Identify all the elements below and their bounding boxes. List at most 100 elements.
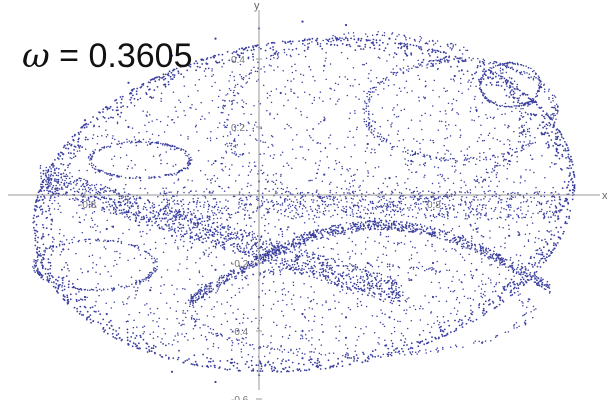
cloud-point [105,201,107,203]
cloud-point [126,204,129,207]
cloud-point [446,149,448,152]
cloud-point [353,358,356,360]
cloud-point [317,224,320,227]
cloud-point [184,114,186,117]
cloud-point [301,269,303,271]
cloud-point [482,252,484,254]
cloud-point [397,299,400,302]
cloud-point [469,319,472,322]
cloud-point [337,362,339,365]
cloud-point [122,303,125,306]
cloud-point [259,238,262,241]
cloud-point [429,331,431,334]
cloud-point [438,300,440,302]
cloud-point [128,228,130,231]
cloud-point [427,53,430,55]
cloud-point [379,125,382,128]
cloud-point [363,284,366,287]
cloud-point [204,75,207,77]
cloud-point [218,367,221,369]
cloud-point [327,166,330,169]
cloud-point [290,126,292,129]
cloud-point [72,139,75,142]
cloud-point [546,253,548,256]
cloud-point [136,326,138,328]
cloud-point [322,100,324,102]
cloud-point [300,114,303,116]
cloud-point [311,363,314,366]
cloud-point [200,334,203,337]
cloud-point [573,174,576,177]
cloud-point [174,217,177,219]
cloud-point [363,90,365,93]
cloud-point [78,188,80,190]
cloud-point [281,259,283,262]
cloud-point [416,140,418,142]
cloud-point [157,141,159,143]
cloud-point [253,232,255,235]
cloud-point [163,190,166,192]
cloud-point [444,110,447,112]
cloud-point [51,191,54,194]
cloud-point [400,42,403,45]
cloud-point [370,151,372,154]
cloud-point [541,257,544,260]
cloud-point [417,345,420,348]
cloud-point [226,142,228,145]
cloud-point [205,188,208,190]
cloud-point [199,222,202,224]
cloud-point [340,187,343,190]
cloud-point [407,70,410,72]
cloud-point [517,99,520,102]
cloud-point [495,176,498,178]
cloud-point [185,154,187,157]
cloud-point [390,332,393,335]
cloud-point [265,44,268,46]
cloud-point [320,364,322,367]
cloud-point [121,211,123,214]
cloud-point [135,202,137,205]
cloud-point [541,155,543,157]
cloud-point [163,237,166,240]
cloud-point [233,237,235,239]
cloud-point [260,235,263,237]
cloud-point [472,320,474,323]
cloud-point [123,211,125,213]
cloud-point [142,110,144,112]
cloud-point [172,165,174,167]
cloud-point [68,280,70,283]
cloud-point [430,326,433,328]
cloud-point [256,44,258,47]
cloud-point [494,127,496,129]
cloud-point [330,264,332,267]
cloud-point [566,167,569,169]
cloud-point [437,129,440,131]
cloud-point [520,281,523,283]
cloud-point [451,103,453,105]
cloud-point [211,85,213,88]
cloud-point [128,296,130,298]
cloud-point [308,180,310,182]
cloud-point [536,191,538,193]
cloud-point [377,265,380,268]
cloud-point [217,206,220,208]
cloud-point [521,276,524,279]
cloud-point [452,290,454,293]
cloud-point [195,293,198,296]
cloud-point [397,46,400,49]
cloud-point [395,289,398,292]
cloud-point [375,282,378,285]
cloud-point [402,335,405,337]
cloud-point [269,363,271,366]
cloud-point [168,227,171,229]
cloud-point [165,344,167,347]
cloud-point [500,217,502,219]
cloud-point [100,184,102,186]
cloud-point [435,295,437,298]
cloud-point [436,260,438,263]
cloud-point [474,248,476,251]
cloud-point [395,292,398,294]
cloud-point [563,149,565,152]
cloud-point [542,126,544,129]
cloud-point [45,210,47,213]
